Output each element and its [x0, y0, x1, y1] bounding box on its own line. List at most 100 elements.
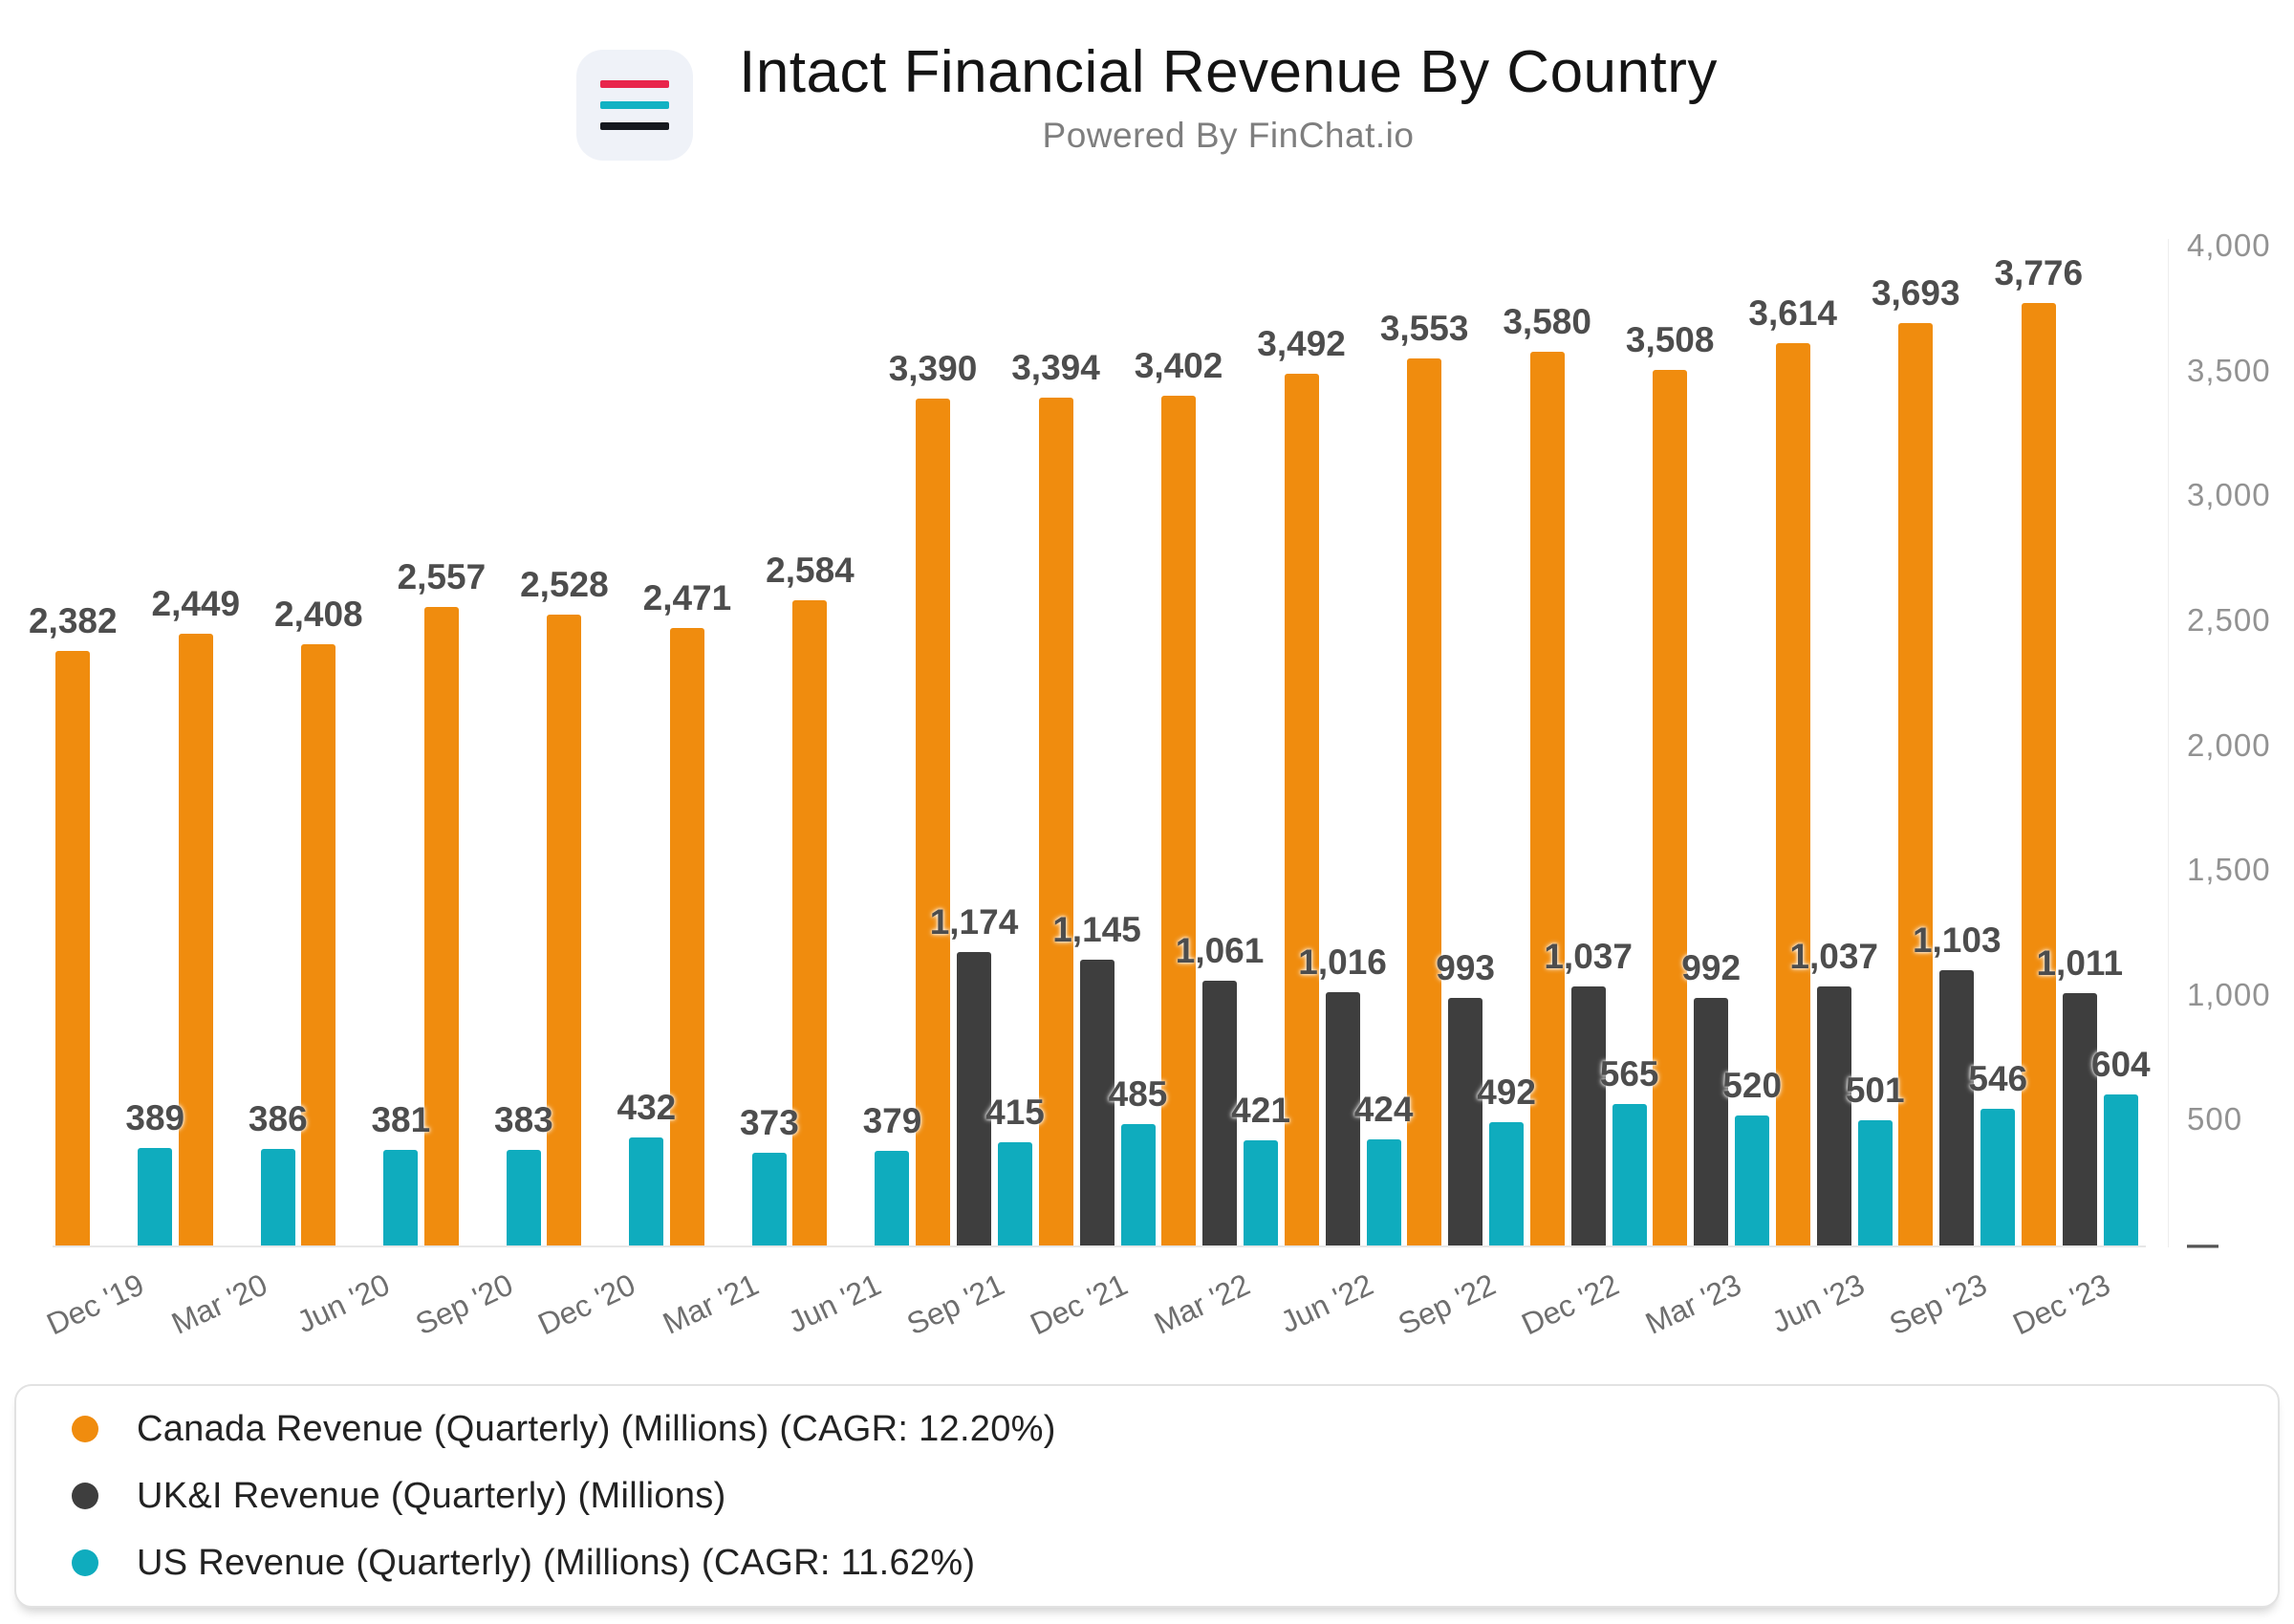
bar-group-dec-20: 2,528 432 — [520, 247, 676, 1245]
logo-bar-red — [600, 80, 670, 88]
bar-us[interactable] — [1735, 1115, 1770, 1245]
bar-us[interactable] — [1120, 1124, 1156, 1245]
bar-us[interactable] — [1366, 1139, 1401, 1245]
bar-canada[interactable] — [669, 628, 704, 1245]
legend-item-us[interactable]: US Revenue (Quarterly) (Millions) (CAGR:… — [72, 1543, 2278, 1584]
bar-group-sep-22: 3,553 993 492 — [1380, 247, 1536, 1245]
bar-uki[interactable] — [1816, 986, 1851, 1245]
bar-us[interactable] — [1980, 1109, 2016, 1245]
bar-uki[interactable] — [1694, 997, 1729, 1245]
bar-canada[interactable] — [178, 634, 213, 1245]
bar-slot: 3,553 — [1380, 247, 1468, 1245]
bar-slot: 386 — [249, 247, 308, 1245]
bar-uki[interactable] — [1325, 991, 1360, 1245]
bar-slot: 3,614 — [1748, 247, 1837, 1245]
bar-group-mar-23: 3,508 992 520 — [1626, 247, 1782, 1245]
bar-canada[interactable] — [1529, 351, 1565, 1245]
legend-label-us: US Revenue (Quarterly) (Millions) (CAGR:… — [137, 1542, 976, 1583]
bar-us[interactable] — [1857, 1120, 1893, 1245]
bar-canada[interactable] — [1653, 369, 1688, 1245]
legend-item-uki[interactable]: UK&I Revenue (Quarterly) (Millions) — [72, 1476, 2278, 1517]
bar-group-mar-21: 2,471 373 — [643, 247, 799, 1245]
bar-uki[interactable] — [1939, 969, 1975, 1245]
x-axis-cell: Mar '20 — [166, 1260, 299, 1365]
bar-us[interactable] — [629, 1137, 664, 1245]
bar-value-label-uki: 1,037 — [1544, 937, 1633, 977]
bar-value-label-us: 415 — [985, 1092, 1045, 1132]
bar-uki[interactable] — [956, 952, 991, 1245]
bar-canada[interactable] — [423, 606, 459, 1245]
bar-slot: 1,011 — [2036, 247, 2123, 1245]
bar-value-label-uki: 1,011 — [2036, 942, 2124, 983]
y-axis-tick: 4,000 — [2187, 227, 2271, 263]
bar-uki[interactable] — [1202, 980, 1238, 1245]
bar-us[interactable] — [1489, 1122, 1525, 1245]
bar-slot: 2,557 — [398, 247, 486, 1245]
bar-canada[interactable] — [1898, 323, 1934, 1245]
x-axis: Dec '19 Mar '20 Jun '20 Sep '20 Dec '20 Mar '… — [42, 1260, 2141, 1365]
legend-label-uki: UK&I Revenue (Quarterly) (Millions) — [137, 1475, 726, 1516]
bar-uki[interactable] — [2062, 992, 2097, 1245]
bar-slot — [465, 247, 500, 1245]
legend-dot-canada — [72, 1416, 98, 1442]
chart-title: Intact Financial Revenue By Country — [739, 39, 1718, 105]
bar-group-jun-20: 2,408 381 — [274, 247, 430, 1245]
bar-canada[interactable] — [1161, 396, 1197, 1245]
bar-canada[interactable] — [2021, 302, 2056, 1245]
bar-uki[interactable] — [1079, 959, 1115, 1245]
bar-us[interactable] — [138, 1148, 173, 1245]
bar-slot — [97, 247, 131, 1245]
bar-slot: 1,037 — [1789, 247, 1878, 1245]
legend-item-canada[interactable]: Canada Revenue (Quarterly) (Millions) (C… — [72, 1409, 2278, 1450]
x-axis-line — [53, 1245, 2146, 1247]
bar-slot: 604 — [2091, 247, 2151, 1245]
bar-us[interactable] — [506, 1149, 541, 1245]
bar-us[interactable] — [997, 1141, 1032, 1245]
bar-uki[interactable] — [1448, 997, 1483, 1245]
bar-us[interactable] — [383, 1150, 419, 1245]
x-axis-label: Dec '19 — [41, 1267, 150, 1342]
bar-canada[interactable] — [1284, 373, 1319, 1245]
bar-slot: 2,584 — [766, 247, 855, 1245]
bar-slot: 373 — [740, 247, 799, 1245]
bar-slot: 992 — [1681, 247, 1741, 1245]
bar-canada[interactable] — [915, 399, 950, 1245]
x-axis-label: Jun '22 — [1274, 1267, 1378, 1340]
bar-value-label-canada: 3,402 — [1134, 346, 1223, 386]
bar-canada[interactable] — [1407, 357, 1442, 1245]
x-axis-label: Mar '20 — [165, 1267, 272, 1341]
bar-us[interactable] — [875, 1151, 910, 1245]
bar-uki[interactable] — [1570, 986, 1606, 1245]
bar-us[interactable] — [2103, 1094, 2138, 1245]
x-axis-cell: Jun '21 — [784, 1260, 913, 1365]
bar-canada[interactable] — [1775, 342, 1810, 1245]
bar-us[interactable] — [260, 1149, 295, 1245]
plot-area: 2,382 389 2,449 386 2,408 381 2,557 383 2,528 432… — [29, 247, 2151, 1245]
bar-slot: 3,776 — [1994, 247, 2083, 1245]
x-axis-cell: Dec '22 — [1516, 1260, 1650, 1365]
x-axis-cell: Jun '20 — [292, 1260, 422, 1365]
bar-canada[interactable] — [1038, 398, 1073, 1245]
bar-group-dec-22: 3,580 1,037 565 — [1503, 247, 1659, 1245]
bar-value-label-uki: 993 — [1436, 947, 1495, 987]
bar-canada[interactable] — [301, 643, 336, 1245]
bar-us[interactable] — [751, 1152, 787, 1245]
legend-dot-us — [72, 1549, 98, 1576]
bar-group-sep-23: 3,693 1,103 546 — [1872, 247, 2027, 1245]
bar-canada[interactable] — [792, 599, 828, 1245]
bar-slot: 1,016 — [1298, 247, 1387, 1245]
bar-canada[interactable] — [55, 650, 91, 1245]
bar-value-label-us: 383 — [493, 1099, 553, 1139]
bar-slot: 2,471 — [643, 247, 731, 1245]
bar-slot: 3,580 — [1503, 247, 1591, 1245]
bar-canada[interactable] — [547, 614, 582, 1245]
y-axis-tick: 1,500 — [2187, 852, 2271, 888]
y-axis-tick: 3,000 — [2187, 477, 2271, 513]
bar-slot: 1,145 — [1052, 247, 1141, 1245]
bar-slot: 3,492 — [1257, 247, 1346, 1245]
bar-slot: 379 — [863, 247, 921, 1245]
bar-value-label-canada: 2,557 — [397, 556, 487, 596]
bar-us[interactable] — [1244, 1140, 1279, 1245]
bar-us[interactable] — [1612, 1104, 1647, 1245]
legend-box: Canada Revenue (Quarterly) (Millions) (C… — [14, 1384, 2280, 1608]
